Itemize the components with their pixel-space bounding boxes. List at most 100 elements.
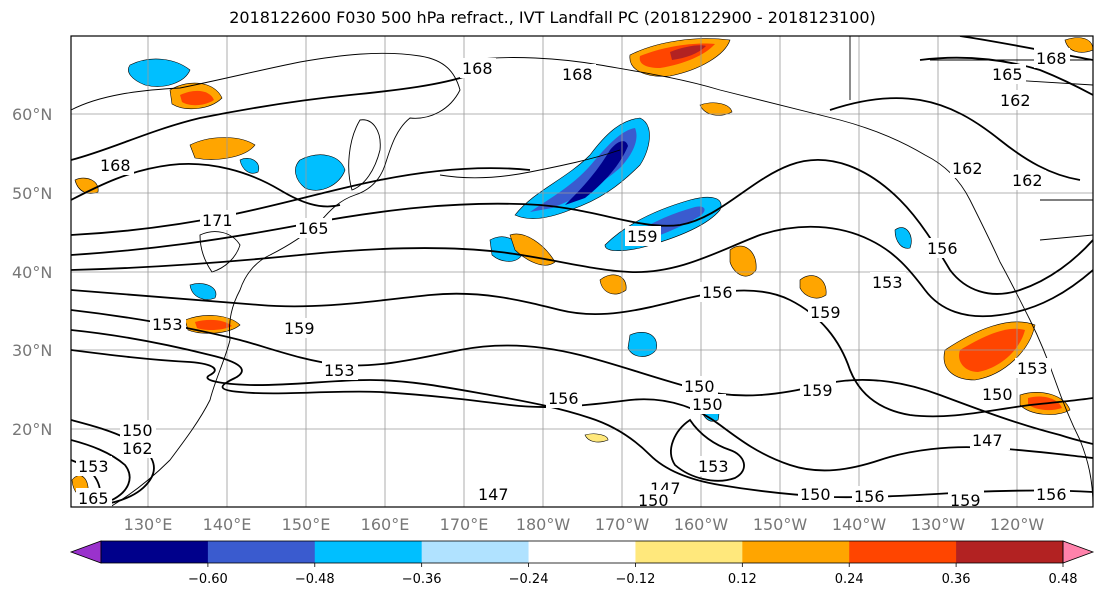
contour-line: [959, 36, 1093, 61]
lon-label-170e: 170°E: [440, 515, 489, 534]
coastline-north: [849, 36, 1093, 241]
negative-anomaly-blob: [295, 154, 346, 191]
latitude-labels: 60°N 50°N 40°N 30°N 20°N: [12, 105, 52, 439]
colorbar-tick-label: 0.36: [942, 572, 971, 587]
contour-label: 150: [692, 395, 723, 414]
contour-label: 162: [1000, 91, 1031, 110]
contour-line: [919, 56, 1093, 96]
map-background: [71, 36, 1093, 507]
contour-label: 159: [950, 491, 981, 510]
contour-label-layer: 168 168 165 162 168 171 165 162 168 162 …: [76, 48, 1070, 510]
negative-anomaly-blob: [189, 283, 217, 300]
positive-anomaly-blob: [509, 233, 556, 266]
lon-label-140w: 140°W: [832, 515, 887, 534]
contour-label: 150: [122, 421, 153, 440]
contour-label: 153: [1017, 359, 1048, 378]
contour-line: [71, 309, 1093, 445]
lat-label-50n: 50°N: [12, 184, 52, 203]
positive-anomaly-blob: [599, 274, 627, 295]
map-title: 2018122600 F030 500 hPa refract., IVT La…: [229, 8, 876, 27]
contour-label: 168: [462, 59, 493, 78]
contour-line: [670, 418, 745, 482]
lon-label-160e: 160°E: [361, 515, 410, 534]
contour-label: 162: [122, 439, 153, 458]
lat-label-20n: 20°N: [12, 420, 52, 439]
positive-anomaly-blob: [195, 319, 232, 331]
colorbar-tick-label: −0.60: [188, 572, 228, 587]
contour-label: 162: [952, 159, 983, 178]
lat-label-40n: 40°N: [12, 263, 52, 282]
contour-label: 165: [298, 219, 329, 238]
colorbar-segments: [69, 540, 1095, 564]
contour-label: 168: [100, 156, 131, 175]
contour-line: [829, 97, 1081, 181]
contour-label: 150: [800, 485, 831, 504]
longitude-labels: 130°E 140°E 150°E 160°E 170°E 180°W 170°…: [124, 515, 1045, 534]
contour-label: 150: [982, 385, 1013, 404]
map-panel: 168 168 165 162 168 171 165 162 168 162 …: [70, 35, 1094, 510]
colorbar-tick-label: −0.36: [402, 572, 442, 587]
colorbar-segment: [956, 541, 1064, 563]
colorbar-segment: [207, 541, 316, 563]
lon-label-160w: 160°W: [674, 515, 729, 534]
colorbar-segment: [421, 541, 530, 563]
negative-anomaly-blob: [894, 227, 912, 249]
negative-anomaly-blob: [239, 158, 260, 174]
contour-label: 153: [152, 315, 183, 334]
contour-label: 156: [548, 389, 579, 408]
lon-label-150e: 150°E: [282, 515, 331, 534]
contour-label: 153: [872, 273, 903, 292]
negative-anomaly-blob: [627, 331, 657, 357]
colorbar-ticks: −0.60 −0.48 −0.36 −0.24 −0.12 0.12 0.24 0.36 0.4…: [188, 563, 1077, 587]
lon-label-140e: 140°E: [203, 515, 252, 534]
colorbar-tick-label: −0.24: [509, 572, 549, 587]
coastline-asia: [71, 52, 461, 507]
contour-label: 153: [324, 361, 355, 380]
contour-line: [71, 167, 531, 236]
contour-label: 168: [562, 65, 593, 84]
contour-label: 165: [992, 65, 1023, 84]
colorbar-tick-label: 0.24: [835, 572, 864, 587]
shaded-anomaly-fields: [71, 37, 1093, 497]
colorbar: −0.60 −0.48 −0.36 −0.24 −0.12 0.12 0.24 0.36 0.4…: [69, 540, 1095, 587]
contour-label: 159: [802, 381, 833, 400]
contour-label: 153: [698, 457, 729, 476]
contour-label: 153: [78, 457, 109, 476]
contour-line: [71, 439, 131, 501]
positive-anomaly-blob: [584, 433, 609, 443]
contour-label: 168: [1036, 49, 1067, 68]
contour-label: 165: [78, 489, 109, 508]
contour-line: [71, 162, 341, 208]
colorbar-frame: [100, 540, 1064, 564]
positive-anomaly-blob: [729, 245, 757, 277]
coastline-aleutians: [439, 149, 621, 179]
colorbar-tick-label: 0.12: [728, 572, 757, 587]
colorbar-segment: [742, 541, 850, 563]
contour-label: 171: [202, 211, 233, 230]
colorbar-extend-low: [69, 540, 102, 564]
lon-label-170w: 170°W: [595, 515, 650, 534]
contour-label: 162: [1012, 171, 1043, 190]
positive-anomaly-blob: [699, 102, 733, 116]
colorbar-segment: [314, 541, 423, 563]
positive-anomaly-blob: [799, 275, 827, 299]
colorbar-segment: [101, 541, 209, 563]
colorbar-extend-high: [1062, 540, 1095, 564]
lon-label-150w: 150°W: [753, 515, 808, 534]
contour-label: 159: [627, 227, 658, 246]
contour-label: 147: [972, 431, 1003, 450]
negative-anomaly-blob: [565, 141, 628, 205]
lat-label-30n: 30°N: [12, 341, 52, 360]
lon-label-180w: 180°W: [516, 515, 571, 534]
contour-label: 159: [810, 303, 841, 322]
negative-anomaly-blob: [530, 128, 637, 212]
contour-label: 156: [1036, 485, 1067, 504]
lat-label-60n: 60°N: [12, 105, 52, 124]
colorbar-segment: [849, 541, 957, 563]
contour-line: [71, 289, 1093, 418]
lon-label-120w: 120°W: [990, 515, 1045, 534]
lon-label-130w: 130°W: [911, 515, 966, 534]
contour-label: 150: [638, 491, 669, 510]
positive-anomaly-blob: [670, 45, 706, 60]
